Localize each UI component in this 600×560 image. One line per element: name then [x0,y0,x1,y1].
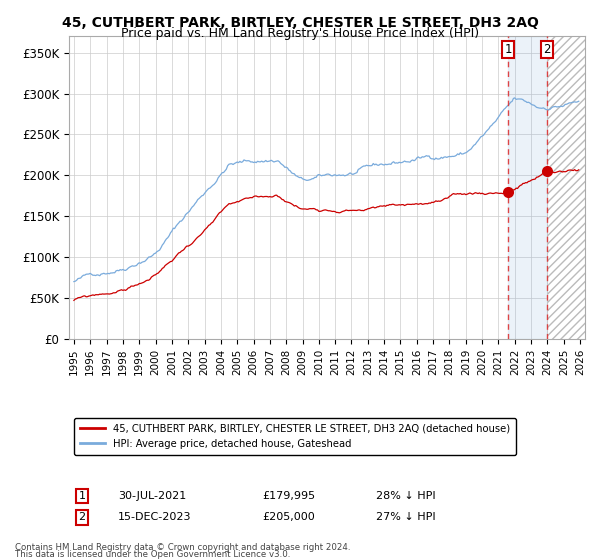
Text: £205,000: £205,000 [263,512,315,522]
Text: Contains HM Land Registry data © Crown copyright and database right 2024.: Contains HM Land Registry data © Crown c… [15,543,350,552]
Bar [547,36,585,339]
Text: This data is licensed under the Open Government Licence v3.0.: This data is licensed under the Open Gov… [15,550,290,559]
Text: 45, CUTHBERT PARK, BIRTLEY, CHESTER LE STREET, DH3 2AQ: 45, CUTHBERT PARK, BIRTLEY, CHESTER LE S… [62,16,538,30]
Text: 27% ↓ HPI: 27% ↓ HPI [376,512,436,522]
Text: 1: 1 [79,491,85,501]
Text: 2: 2 [79,512,85,522]
Bar [508,36,547,339]
Text: 30-JUL-2021: 30-JUL-2021 [118,491,186,501]
Text: Price paid vs. HM Land Registry's House Price Index (HPI): Price paid vs. HM Land Registry's House … [121,27,479,40]
Text: 15-DEC-2023: 15-DEC-2023 [118,512,191,522]
Bar [547,36,585,339]
Text: £179,995: £179,995 [263,491,316,501]
Text: 1: 1 [504,43,512,56]
Legend: 45, CUTHBERT PARK, BIRTLEY, CHESTER LE STREET, DH3 2AQ (detached house), HPI: Av: 45, CUTHBERT PARK, BIRTLEY, CHESTER LE S… [74,418,516,455]
Text: 28% ↓ HPI: 28% ↓ HPI [376,491,436,501]
Text: 2: 2 [543,43,551,56]
